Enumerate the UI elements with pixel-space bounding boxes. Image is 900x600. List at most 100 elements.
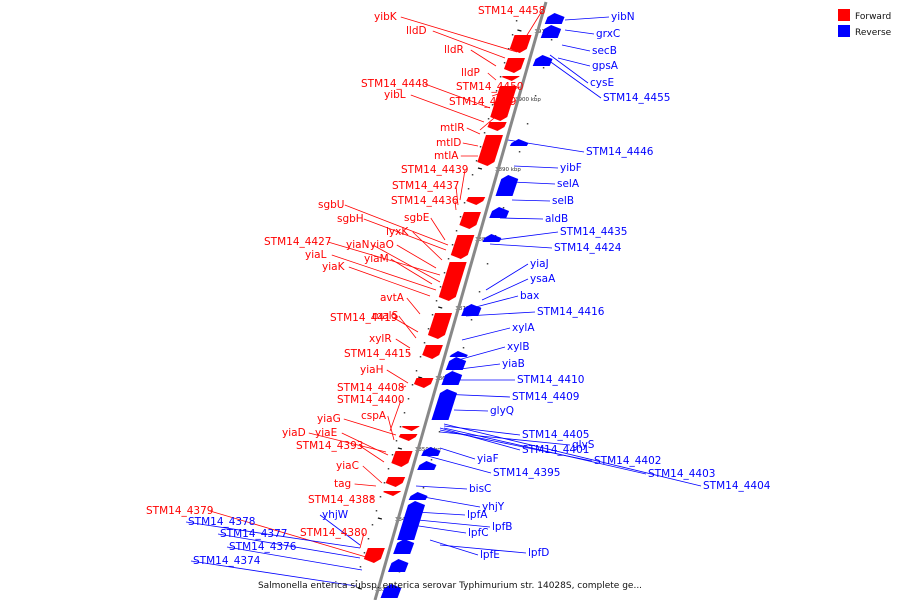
reverse-gene-label-aldb: aldB [545,213,568,225]
feature-dot [479,146,482,148]
forward-leader-line [406,297,421,315]
reverse-leader-line [549,54,589,84]
forward-leader-line [209,510,367,558]
forward-gene-block [438,262,467,301]
forward-gene-label-cspa: cspA [361,410,387,422]
reverse-gene-block [532,55,553,66]
forward-gene-label-yial: yiaL [305,249,327,261]
forward-leader-line [430,217,446,241]
reverse-gene-label-selb: selB [552,195,574,207]
forward-leader-line [400,385,407,389]
reverse-gene-block [408,492,428,500]
feature-dot [403,412,406,414]
reverse-gene-label-yhjy: yhjY [482,501,505,513]
forward-gene-label-yiae: yiaE [315,427,337,439]
forward-gene-label-yiao: yiaO [370,239,394,251]
feature-dot [550,39,553,41]
label-layer: yibK STM14_4458 lldD lldR lldP STM14_4448 STM1… [146,5,771,567]
reverse-gene-block [544,13,565,24]
forward-gene-block [385,477,406,487]
reverse-gene-label-stm14_4402: STM14_4402 [594,455,661,467]
forward-leader-line [454,200,457,211]
forward-gene-label-avta: avtA [380,292,405,304]
forward-leader-line [487,72,497,81]
forward-leader-line [396,244,437,269]
forward-gene-label-yibk: yibK [374,11,398,23]
genome-caption: Salmonella enterica subsp. enterica sero… [258,581,642,591]
forward-leader-line [327,241,441,276]
reverse-leader-line [429,539,479,556]
forward-gene-label-yiah: yiaH [360,364,383,376]
forward-gene-block [501,76,520,81]
feature-dot [411,384,414,386]
forward-leader-line [331,254,437,291]
forward-gene-label-stm14_4439: STM14_4439 [401,164,468,176]
reverse-leader-line [511,199,551,202]
feature-dot [502,207,505,209]
reverse-gene-label-stm14_4435: STM14_4435 [560,226,627,238]
forward-gene-block [450,235,475,259]
forward-gene-block [363,548,385,563]
reverse-leader-line [417,495,481,508]
reverse-gene-label-secb: secB [592,45,617,57]
reverse-gene-block [441,371,463,385]
forward-gene-block [466,197,486,205]
reverse-gene-block [495,175,519,196]
reverse-leader-line [495,231,559,241]
feature-dot [363,552,366,554]
reverse-leader-line [547,59,602,99]
feature-dot [355,580,358,582]
forward-gene-label-yibl: yibL [384,89,406,101]
forward-gene-label-yiak: yiaK [322,261,346,273]
feature-dot [399,426,402,428]
reverse-gene-label-stm14_4455: STM14_4455 [603,92,670,104]
feature-dot [443,272,446,274]
reverse-leader-line [511,181,556,185]
reverse-gene-label-yhjw: yhjW [322,509,349,521]
forward-gene-block [422,345,443,359]
forward-leader-line [343,418,397,436]
forward-leader-line [470,49,497,67]
forward-leader-line [387,415,395,441]
reverse-leader-line [471,295,519,309]
feature-dot [422,487,425,489]
feature-dot [534,95,537,97]
reverse-gene-block [449,351,468,357]
forward-leader-line [359,445,385,463]
reverse-gene-block [421,447,441,456]
reverse-leader-line [319,514,361,546]
reverse-gene-label-stm14_4404: STM14_4404 [703,480,771,492]
reverse-leader-line [457,346,506,361]
reverse-leader-line [564,16,610,21]
feature-dot [379,496,382,498]
forward-gene-block [398,434,418,441]
forward-gene-block [490,86,517,121]
forward-leader-line [386,369,409,384]
feature-dot [526,123,529,125]
feature-dot [435,300,438,302]
reverse-leader-line [439,544,527,554]
reverse-leader-line [190,560,357,587]
backbone-line [373,1,548,600]
reverse-leader-line [485,263,529,291]
reverse-gene-block [397,501,426,540]
reverse-gene-block [540,25,562,38]
reverse-leader-line [439,427,521,451]
reverse-gene-block [461,304,482,316]
forward-gene-block [383,491,402,496]
reverse-gene-label-gpsa: gpsA [592,60,619,72]
reverse-leader-line [417,519,491,528]
reverse-gene-label-bisc: bisC [469,483,491,495]
forward-gene-label-mtla: mtlA [434,150,459,162]
feature-dot [419,356,422,358]
forward-gene-label-xylr: xylR [369,333,392,345]
reverse-gene-block [509,139,529,146]
forward-leader-line [363,218,447,251]
reverse-gene-label-stm14_4374: STM14_4374 [193,555,261,567]
reverse-gene-label-grxc: grxC [596,28,620,40]
forward-leader-line [389,399,402,432]
forward-gene-label-lyxk: lyxK [386,226,409,238]
reverse-gene-label-sela: selA [557,178,580,190]
forward-gene-block [391,451,413,467]
forward-gene-label-lldp: lldP [461,67,480,79]
